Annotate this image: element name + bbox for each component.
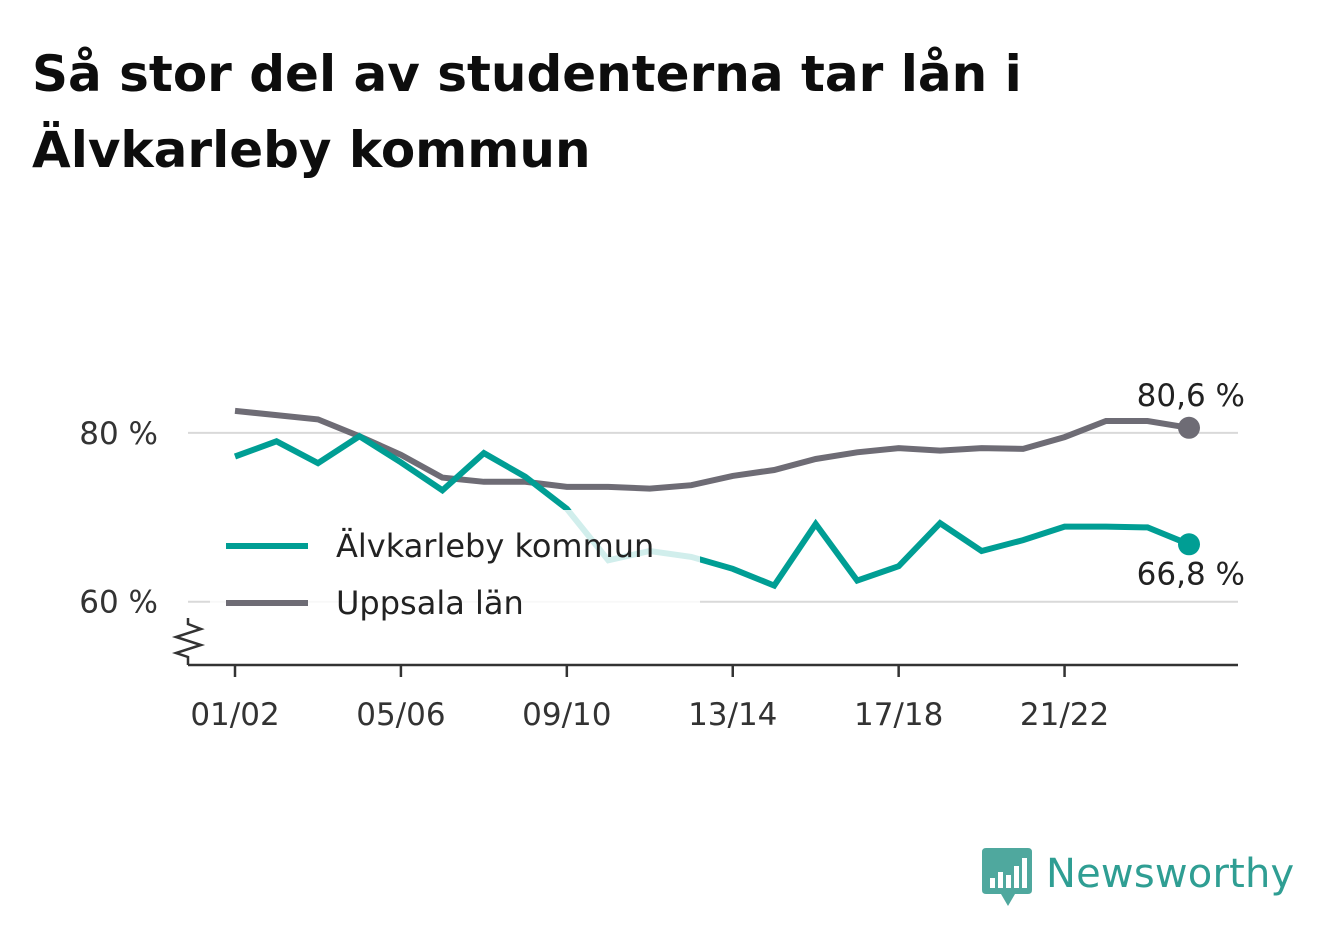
end-labels: 80,6 % 66,8 % xyxy=(1137,378,1245,592)
axis-break-icon xyxy=(171,618,206,665)
chart-title: Så stor del av studenterna tar lån i Älv… xyxy=(32,45,1022,179)
x-tick-label: 13/14 xyxy=(688,697,777,733)
x-tick-label: 01/02 xyxy=(190,697,279,733)
y-tick-label: 60 % xyxy=(79,585,158,621)
x-axis-tick-labels: 01/02 05/06 09/10 13/14 17/18 21/22 xyxy=(190,697,1109,733)
y-axis-tick-labels: 60 % 80 % xyxy=(79,416,158,621)
brand-name: Newsworthy xyxy=(1046,851,1295,897)
y-tick-label: 80 % xyxy=(79,416,158,452)
brand-logo: Newsworthy xyxy=(982,848,1294,910)
series-line xyxy=(234,407,1190,492)
x-tick-label: 05/06 xyxy=(356,697,445,733)
legend-label: Uppsala län xyxy=(336,584,524,622)
x-tick-label: 09/10 xyxy=(522,697,611,733)
bar-chart-logo-icon xyxy=(982,848,1032,906)
series-line xyxy=(233,432,1191,590)
series-lines xyxy=(233,407,1200,590)
legend: Älvkarleby kommun Uppsala län xyxy=(210,510,700,635)
legend-background xyxy=(210,510,700,635)
end-label: 80,6 % xyxy=(1137,378,1245,414)
x-tick-label: 21/22 xyxy=(1020,697,1109,733)
legend-label: Älvkarleby kommun xyxy=(336,527,654,565)
end-point xyxy=(1178,533,1200,556)
end-label: 66,8 % xyxy=(1137,556,1245,592)
x-axis xyxy=(171,618,1238,677)
x-tick-label: 17/18 xyxy=(854,697,943,733)
end-point xyxy=(1178,416,1200,439)
